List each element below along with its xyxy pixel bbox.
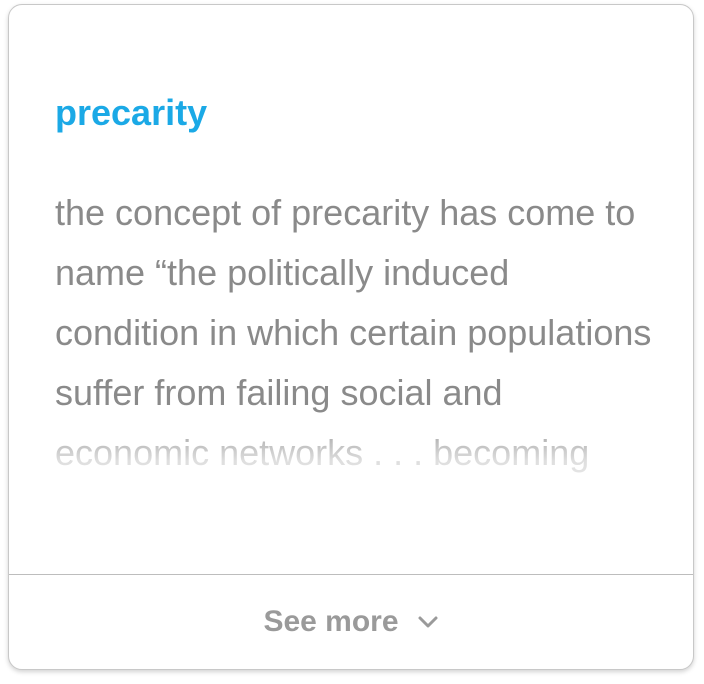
see-more-button[interactable]: See more (9, 575, 693, 669)
definition-card: precarity the concept of precarity has c… (8, 4, 694, 670)
excerpt-container: the concept of precarity has come to nam… (55, 183, 655, 533)
see-more-label: See more (263, 605, 399, 638)
divider (9, 574, 693, 575)
card-title: precarity (55, 92, 208, 133)
chevron-down-icon (418, 616, 438, 628)
excerpt-text: the concept of precarity has come to nam… (55, 192, 652, 473)
